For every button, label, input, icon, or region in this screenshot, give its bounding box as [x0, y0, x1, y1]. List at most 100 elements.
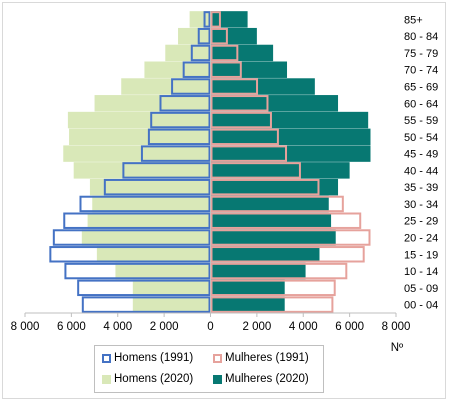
bar-mulheres-1991--16 — [210, 27, 228, 45]
bar-homens-1991--1 — [77, 279, 211, 297]
legend-label: Mulheres (1991) — [225, 352, 309, 364]
bar-mulheres-1991--13 — [210, 78, 259, 95]
bar-homens-1991--3 — [49, 246, 211, 263]
bar-homens-1991--16 — [197, 27, 211, 45]
bar-mulheres-1991--8 — [210, 162, 301, 179]
bar-mulheres-2020--5 — [210, 212, 332, 229]
y-category-label-13: 65 - 69 — [404, 82, 438, 94]
bar-mulheres-1991--15 — [210, 44, 239, 62]
x-tick-label-5: 2 000 — [242, 321, 271, 333]
bar-mulheres-2020--17 — [210, 11, 248, 28]
bar-homens-1991--9 — [140, 145, 211, 162]
bar-homens-2020--1 — [132, 279, 211, 297]
x-tick-label-3: 2 000 — [150, 321, 179, 333]
y-category-label-15: 75 - 79 — [404, 48, 438, 60]
x-tick-label-0: 8 000 — [11, 321, 40, 333]
bar-mulheres-1991--12 — [210, 95, 269, 112]
legend-swatch-homens-1991 — [102, 353, 111, 363]
bar-homens-2020--6 — [92, 195, 211, 213]
bar-homens-2020--12 — [94, 95, 211, 112]
bar-mulheres-2020--1 — [210, 279, 285, 297]
legend-item-homens-1991: Homens (1991) — [102, 352, 193, 364]
bar-homens-2020--11 — [67, 111, 211, 129]
x-tick-label-7: 6 000 — [335, 321, 364, 333]
bar-mulheres-2020--12 — [210, 95, 339, 112]
bar-homens-2020--9 — [63, 145, 211, 162]
legend-item-mulheres-2020: Mulheres (2020) — [213, 373, 309, 385]
y-category-label-1: 05 - 09 — [404, 283, 438, 295]
bar-homens-2020--10 — [69, 128, 211, 146]
bar-homens-1991--13 — [171, 78, 211, 95]
y-category-label-3: 15 - 19 — [404, 249, 438, 261]
bar-homens-2020--0 — [132, 296, 211, 313]
bar-mulheres-2020--13 — [210, 78, 315, 95]
y-category-label-7: 35 - 39 — [404, 182, 438, 194]
y-category-label-9: 45 - 49 — [404, 149, 438, 161]
bar-homens-1991--15 — [190, 44, 211, 62]
x-tick-label-2: 4 000 — [103, 321, 132, 333]
y-category-label-12: 60 - 64 — [404, 98, 438, 110]
bar-mulheres-1991--3 — [210, 246, 365, 263]
bar-homens-1991--10 — [147, 128, 211, 146]
x-tick-label-8: 8 000 — [382, 321, 411, 333]
bar-mulheres-1991--0 — [210, 296, 334, 313]
bar-homens-2020--17 — [189, 11, 211, 28]
bar-mulheres-2020--3 — [210, 246, 320, 263]
legend-label: Homens (2020) — [114, 373, 194, 385]
bar-mulheres-1991--6 — [210, 195, 344, 213]
bar-mulheres-2020--14 — [210, 61, 288, 78]
bar-homens-1991--14 — [182, 61, 211, 78]
y-category-label-11: 55 - 59 — [404, 115, 438, 127]
y-category-label-4: 20 - 24 — [404, 233, 438, 245]
chart-legend: Homens (1991) Mulheres (1991) Homens (20… — [94, 345, 324, 393]
bar-mulheres-2020--16 — [210, 27, 257, 45]
y-category-label-2: 10 - 14 — [404, 266, 438, 278]
bar-mulheres-2020--2 — [210, 262, 306, 280]
y-category-label-6: 30 - 34 — [404, 199, 438, 211]
legend-swatch-homens-2020 — [102, 374, 111, 384]
bar-mulheres-2020--11 — [210, 111, 369, 129]
y-category-label-10: 50 - 54 — [404, 132, 438, 144]
y-category-label-16: 80 - 84 — [404, 31, 438, 43]
bar-mulheres-1991--9 — [210, 145, 288, 162]
bar-homens-2020--3 — [96, 246, 211, 263]
bar-homens-2020--2 — [115, 262, 211, 280]
bar-mulheres-1991--4 — [210, 229, 371, 246]
bar-mulheres-1991--10 — [210, 128, 279, 146]
y-category-label-17: 85+ — [404, 14, 423, 26]
bar-homens-1991--7 — [103, 178, 211, 196]
bar-mulheres-2020--10 — [210, 128, 371, 146]
bar-homens-2020--4 — [81, 229, 211, 246]
bar-mulheres-2020--0 — [210, 296, 285, 313]
bar-mulheres-1991--1 — [210, 279, 336, 297]
bar-homens-2020--8 — [73, 162, 211, 179]
bar-homens-2020--5 — [87, 212, 211, 229]
bar-mulheres-2020--4 — [210, 229, 336, 246]
x-tick-label-1: 6 000 — [57, 321, 86, 333]
bar-homens-1991--5 — [63, 212, 211, 229]
x-tick-label-6: 4 000 — [289, 321, 318, 333]
bar-mulheres-1991--2 — [210, 262, 348, 280]
bar-homens-1991--8 — [122, 162, 211, 179]
bar-mulheres-1991--11 — [210, 111, 272, 129]
legend-item-homens-2020: Homens (2020) — [102, 373, 193, 385]
x-tick-label-4: 0 — [207, 321, 213, 333]
bar-homens-1991--11 — [150, 111, 211, 129]
legend-swatch-mulheres-2020 — [213, 374, 222, 384]
bar-mulheres-1991--7 — [210, 178, 320, 196]
x-axis-title: Nº — [391, 342, 404, 354]
y-category-label-8: 40 - 44 — [404, 165, 438, 177]
legend-swatch-mulheres-1991 — [213, 353, 222, 363]
legend-item-mulheres-1991: Mulheres (1991) — [213, 352, 309, 364]
bar-homens-2020--16 — [178, 27, 211, 45]
bar-mulheres-2020--15 — [210, 44, 274, 62]
y-category-label-14: 70 - 74 — [404, 65, 438, 77]
bar-homens-1991--12 — [159, 95, 211, 112]
y-category-label-5: 25 - 29 — [404, 216, 438, 228]
bar-homens-1991--0 — [81, 296, 211, 313]
bar-homens-2020--7 — [89, 178, 211, 196]
legend-label: Mulheres (2020) — [225, 373, 309, 385]
bar-mulheres-2020--8 — [210, 162, 350, 179]
bar-mulheres-2020--6 — [210, 195, 329, 213]
